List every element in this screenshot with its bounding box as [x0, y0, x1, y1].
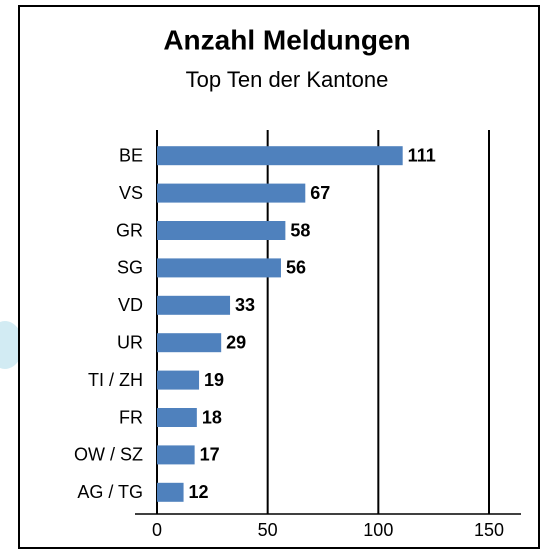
value-label: 17	[200, 445, 220, 465]
y-tick-label: TI / ZH	[88, 370, 143, 390]
bar	[157, 408, 197, 427]
bar	[157, 146, 403, 166]
chart-title: Anzahl Meldungen	[163, 24, 410, 55]
y-tick-label: BE	[119, 145, 143, 165]
y-tick-label: GR	[116, 220, 143, 240]
bar	[157, 333, 222, 353]
bar	[157, 482, 184, 502]
x-tick-label: 150	[474, 520, 504, 540]
y-tick-label: FR	[119, 407, 143, 427]
chart-subtitle: Top Ten der Kantone	[186, 67, 389, 92]
y-tick-label: SG	[117, 258, 143, 278]
value-label: 56	[286, 258, 306, 278]
background-decoration	[0, 321, 23, 369]
x-tick-label: 0	[152, 520, 162, 540]
y-tick-label: AG / TG	[77, 482, 143, 502]
y-tick-label: VS	[119, 183, 143, 203]
value-label: 67	[310, 183, 330, 203]
y-tick-label: VD	[118, 295, 143, 315]
value-label: 33	[235, 295, 255, 315]
bar	[157, 183, 306, 203]
value-label: 12	[189, 482, 209, 502]
y-tick-label: UR	[117, 332, 143, 352]
value-label: 111	[408, 145, 436, 165]
bar	[157, 370, 200, 390]
bar	[157, 221, 286, 240]
bar	[157, 445, 195, 465]
bar	[157, 258, 281, 278]
value-label: 19	[204, 370, 224, 390]
y-tick-label: OW / SZ	[74, 445, 143, 465]
x-tick-label: 50	[258, 520, 278, 540]
value-label: 18	[202, 407, 222, 427]
value-label: 29	[226, 332, 246, 352]
value-label: 58	[290, 220, 310, 240]
x-tick-label: 100	[363, 520, 393, 540]
bar	[157, 295, 231, 315]
